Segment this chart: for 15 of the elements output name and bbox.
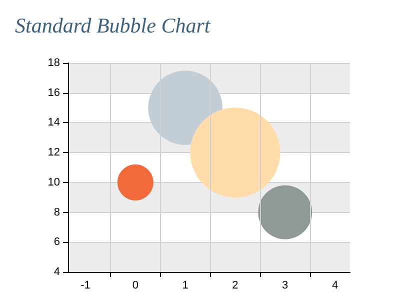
x-tick-label: -1 bbox=[80, 280, 90, 292]
y-tick-label: 10 bbox=[48, 176, 60, 188]
y-tick-label: 8 bbox=[54, 206, 60, 218]
y-tick-label: 14 bbox=[48, 116, 60, 129]
x-tick-label: 1 bbox=[182, 280, 188, 292]
y-tick-label: 6 bbox=[54, 236, 60, 248]
x-tick-label: 3 bbox=[282, 280, 288, 292]
y-tick-label: 18 bbox=[48, 57, 60, 69]
y-tick-label: 12 bbox=[48, 146, 60, 159]
x-tick-label: 2 bbox=[232, 280, 238, 292]
y-tick-label: 4 bbox=[54, 266, 60, 278]
chart-title: Standard Bubble Chart bbox=[15, 14, 212, 38]
x-tick-label: 4 bbox=[332, 280, 338, 292]
y-tick-label: 16 bbox=[48, 86, 60, 99]
x-tick-label: 0 bbox=[132, 280, 138, 292]
